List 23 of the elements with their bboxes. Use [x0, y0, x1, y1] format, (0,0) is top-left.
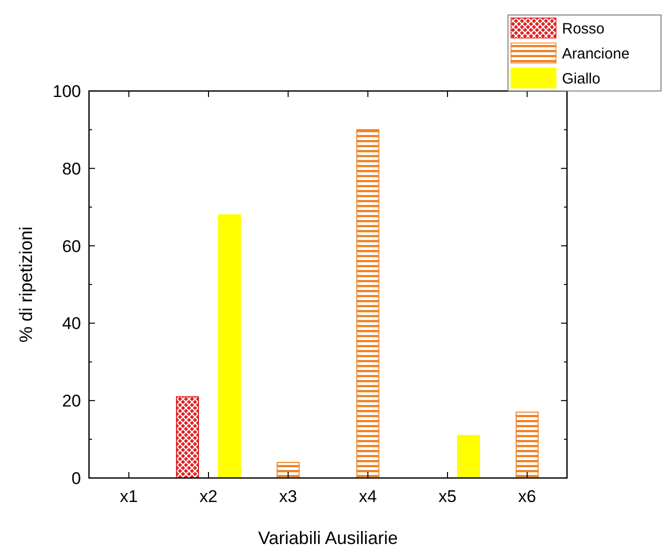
x-tick-label: x5	[438, 487, 456, 506]
x-axis-title: Variabili Ausiliarie	[258, 528, 398, 545]
y-tick-label: 20	[62, 392, 81, 411]
bar	[276, 462, 300, 478]
y-tick-label: 0	[72, 468, 81, 488]
bar	[218, 214, 241, 478]
x-tick-label: x3	[279, 487, 298, 506]
x-tick-label: x1	[120, 487, 138, 506]
y-tick-label: 40	[62, 314, 81, 334]
x-tick-label: x4	[358, 487, 377, 506]
y-tick-label: 100	[52, 82, 81, 101]
y-tick-label: 80	[62, 159, 81, 178]
legend-label: Giallo	[562, 70, 600, 88]
bar	[516, 412, 539, 478]
y-tick-label: 60	[62, 236, 81, 256]
y-axis-title: % di ripetizioni	[16, 226, 36, 343]
bar	[356, 129, 380, 478]
x-tick-label: x2	[200, 487, 218, 506]
bar	[457, 434, 480, 478]
legend-label: Rosso	[562, 20, 605, 38]
legend-label: Arancione	[562, 45, 630, 62]
bar	[176, 396, 199, 478]
x-tick-label: x6	[518, 487, 536, 506]
